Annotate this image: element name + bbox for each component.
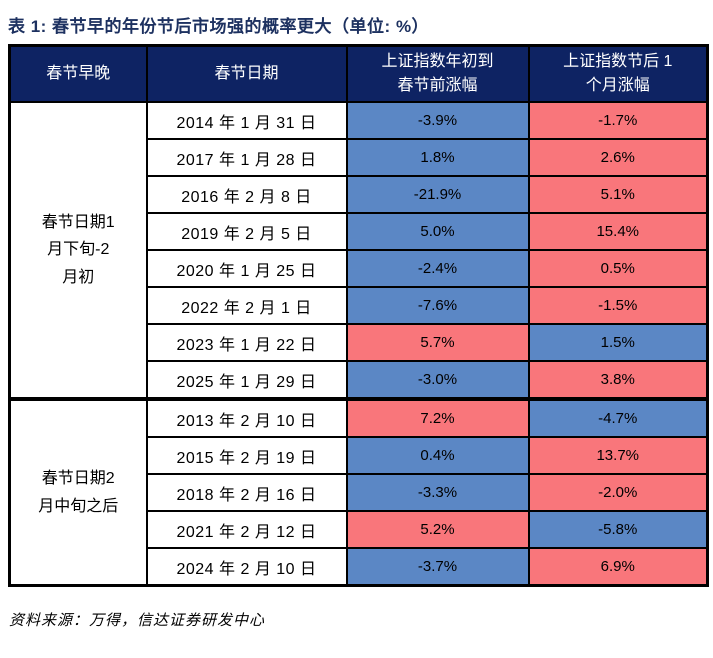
post-festival-return-cell: 3.8% <box>527 360 709 400</box>
festival-date-cell: 2022 年 2 月 1 日 <box>145 286 348 325</box>
table-row: 2023 年 1 月 22 日 5.7% 1.5% <box>10 323 709 362</box>
post-festival-return-cell: -1.7% <box>527 101 709 140</box>
festival-date-cell: 2024 年 2 月 10 日 <box>145 547 348 587</box>
pre-festival-return-cell: -3.0% <box>345 360 530 400</box>
festival-date-cell: 2013 年 2 月 10 日 <box>145 397 348 438</box>
table-row: 2018 年 2 月 16 日 -3.3% -2.0% <box>10 473 709 512</box>
pre-festival-return-cell: 5.7% <box>345 323 530 362</box>
post-festival-return-cell: 2.6% <box>527 138 709 177</box>
table-row: 春节日期2 月中旬之后 2013 年 2 月 10 日 7.2% -4.7% <box>8 397 709 587</box>
post-festival-return-cell: 6.9% <box>527 547 709 587</box>
col-header-pre-festival-return: 上证指数年初到 春节前涨幅 <box>345 44 530 103</box>
festival-date-cell: 2025 年 1 月 29 日 <box>145 360 348 400</box>
pre-festival-return-cell: 5.0% <box>345 212 530 251</box>
table-row: 2017 年 1 月 28 日 1.8% 2.6% <box>10 138 709 177</box>
table-row: 春节日期1 月下旬-2 月初 2014 年 1 月 31 日 -3.9% -1.… <box>8 101 709 400</box>
festival-date-cell: 2018 年 2 月 16 日 <box>145 473 348 512</box>
pre-festival-return-cell: 0.4% <box>345 436 530 475</box>
table-row: 2016 年 2 月 8 日 -21.9% 5.1% <box>10 175 709 214</box>
col-header-post-festival-return: 上证指数节后 1 个月涨幅 <box>527 44 709 103</box>
festival-date-cell: 2017 年 1 月 28 日 <box>145 138 348 177</box>
table-row: 2020 年 1 月 25 日 -2.4% 0.5% <box>10 249 709 288</box>
pre-festival-return-cell: -7.6% <box>345 286 530 325</box>
post-festival-return-cell: -4.7% <box>527 397 709 438</box>
pre-festival-return-cell: 7.2% <box>345 397 530 438</box>
pre-festival-return-cell: -2.4% <box>345 249 530 288</box>
pre-festival-return-cell: -21.9% <box>345 175 530 214</box>
festival-date-cell: 2016 年 2 月 8 日 <box>145 175 348 214</box>
table-row: 2025 年 1 月 29 日 -3.0% 3.8% <box>10 360 709 400</box>
col-header-festival-date: 春节日期 <box>145 44 348 103</box>
post-festival-return-cell: -2.0% <box>527 473 709 512</box>
group-label-early: 春节日期1 月下旬-2 月初 <box>8 101 148 400</box>
table-row: 2015 年 2 月 19 日 0.4% 13.7% <box>10 436 709 475</box>
table-title: 表 1: 春节早的年份节后市场强的概率更大（单位: %） <box>8 17 430 36</box>
festival-date-cell: 2014 年 1 月 31 日 <box>145 101 348 140</box>
group-early-festival: 春节日期1 月下旬-2 月初 2014 年 1 月 31 日 -3.9% -1.… <box>8 101 709 400</box>
source-note: 资料来源：万得，信达证券研发中心 <box>9 613 266 629</box>
post-festival-return-cell: 5.1% <box>527 175 709 214</box>
pre-festival-return-cell: 1.8% <box>345 138 530 177</box>
post-festival-return-cell: -5.8% <box>527 510 709 549</box>
table-header: 春节早晚 春节日期 上证指数年初到 春节前涨幅 上证指数节后 1 个月涨幅 <box>8 44 709 103</box>
festival-date-cell: 2023 年 1 月 22 日 <box>145 323 348 362</box>
header-row: 春节早晚 春节日期 上证指数年初到 春节前涨幅 上证指数节后 1 个月涨幅 <box>8 44 709 103</box>
pre-festival-return-cell: 5.2% <box>345 510 530 549</box>
spring-festival-table: 春节早晚 春节日期 上证指数年初到 春节前涨幅 上证指数节后 1 个月涨幅 春节… <box>8 44 709 587</box>
festival-date-cell: 2020 年 1 月 25 日 <box>145 249 348 288</box>
festival-date-cell: 2015 年 2 月 19 日 <box>145 436 348 475</box>
table-row: 2024 年 2 月 10 日 -3.7% 6.9% <box>10 547 709 587</box>
post-festival-return-cell: 15.4% <box>527 212 709 251</box>
festival-date-cell: 2021 年 2 月 12 日 <box>145 510 348 549</box>
group-late-festival: 春节日期2 月中旬之后 2013 年 2 月 10 日 7.2% -4.7% 2… <box>8 397 709 587</box>
pre-festival-return-cell: -3.7% <box>345 547 530 587</box>
post-festival-return-cell: -1.5% <box>527 286 709 325</box>
festival-date-cell: 2019 年 2 月 5 日 <box>145 212 348 251</box>
table-row: 2021 年 2 月 12 日 5.2% -5.8% <box>10 510 709 549</box>
table-row: 2022 年 2 月 1 日 -7.6% -1.5% <box>10 286 709 325</box>
pre-festival-return-cell: -3.9% <box>345 101 530 140</box>
post-festival-return-cell: 1.5% <box>527 323 709 362</box>
col-header-festival-timing: 春节早晚 <box>8 44 148 103</box>
post-festival-return-cell: 13.7% <box>527 436 709 475</box>
page: 表 1: 春节早的年份节后市场强的概率更大（单位: %） 春节早晚 春节日期 上… <box>8 17 709 629</box>
group-label-late: 春节日期2 月中旬之后 <box>8 397 148 587</box>
pre-festival-return-cell: -3.3% <box>345 473 530 512</box>
post-festival-return-cell: 0.5% <box>527 249 709 288</box>
table-row: 2019 年 2 月 5 日 5.0% 15.4% <box>10 212 709 251</box>
